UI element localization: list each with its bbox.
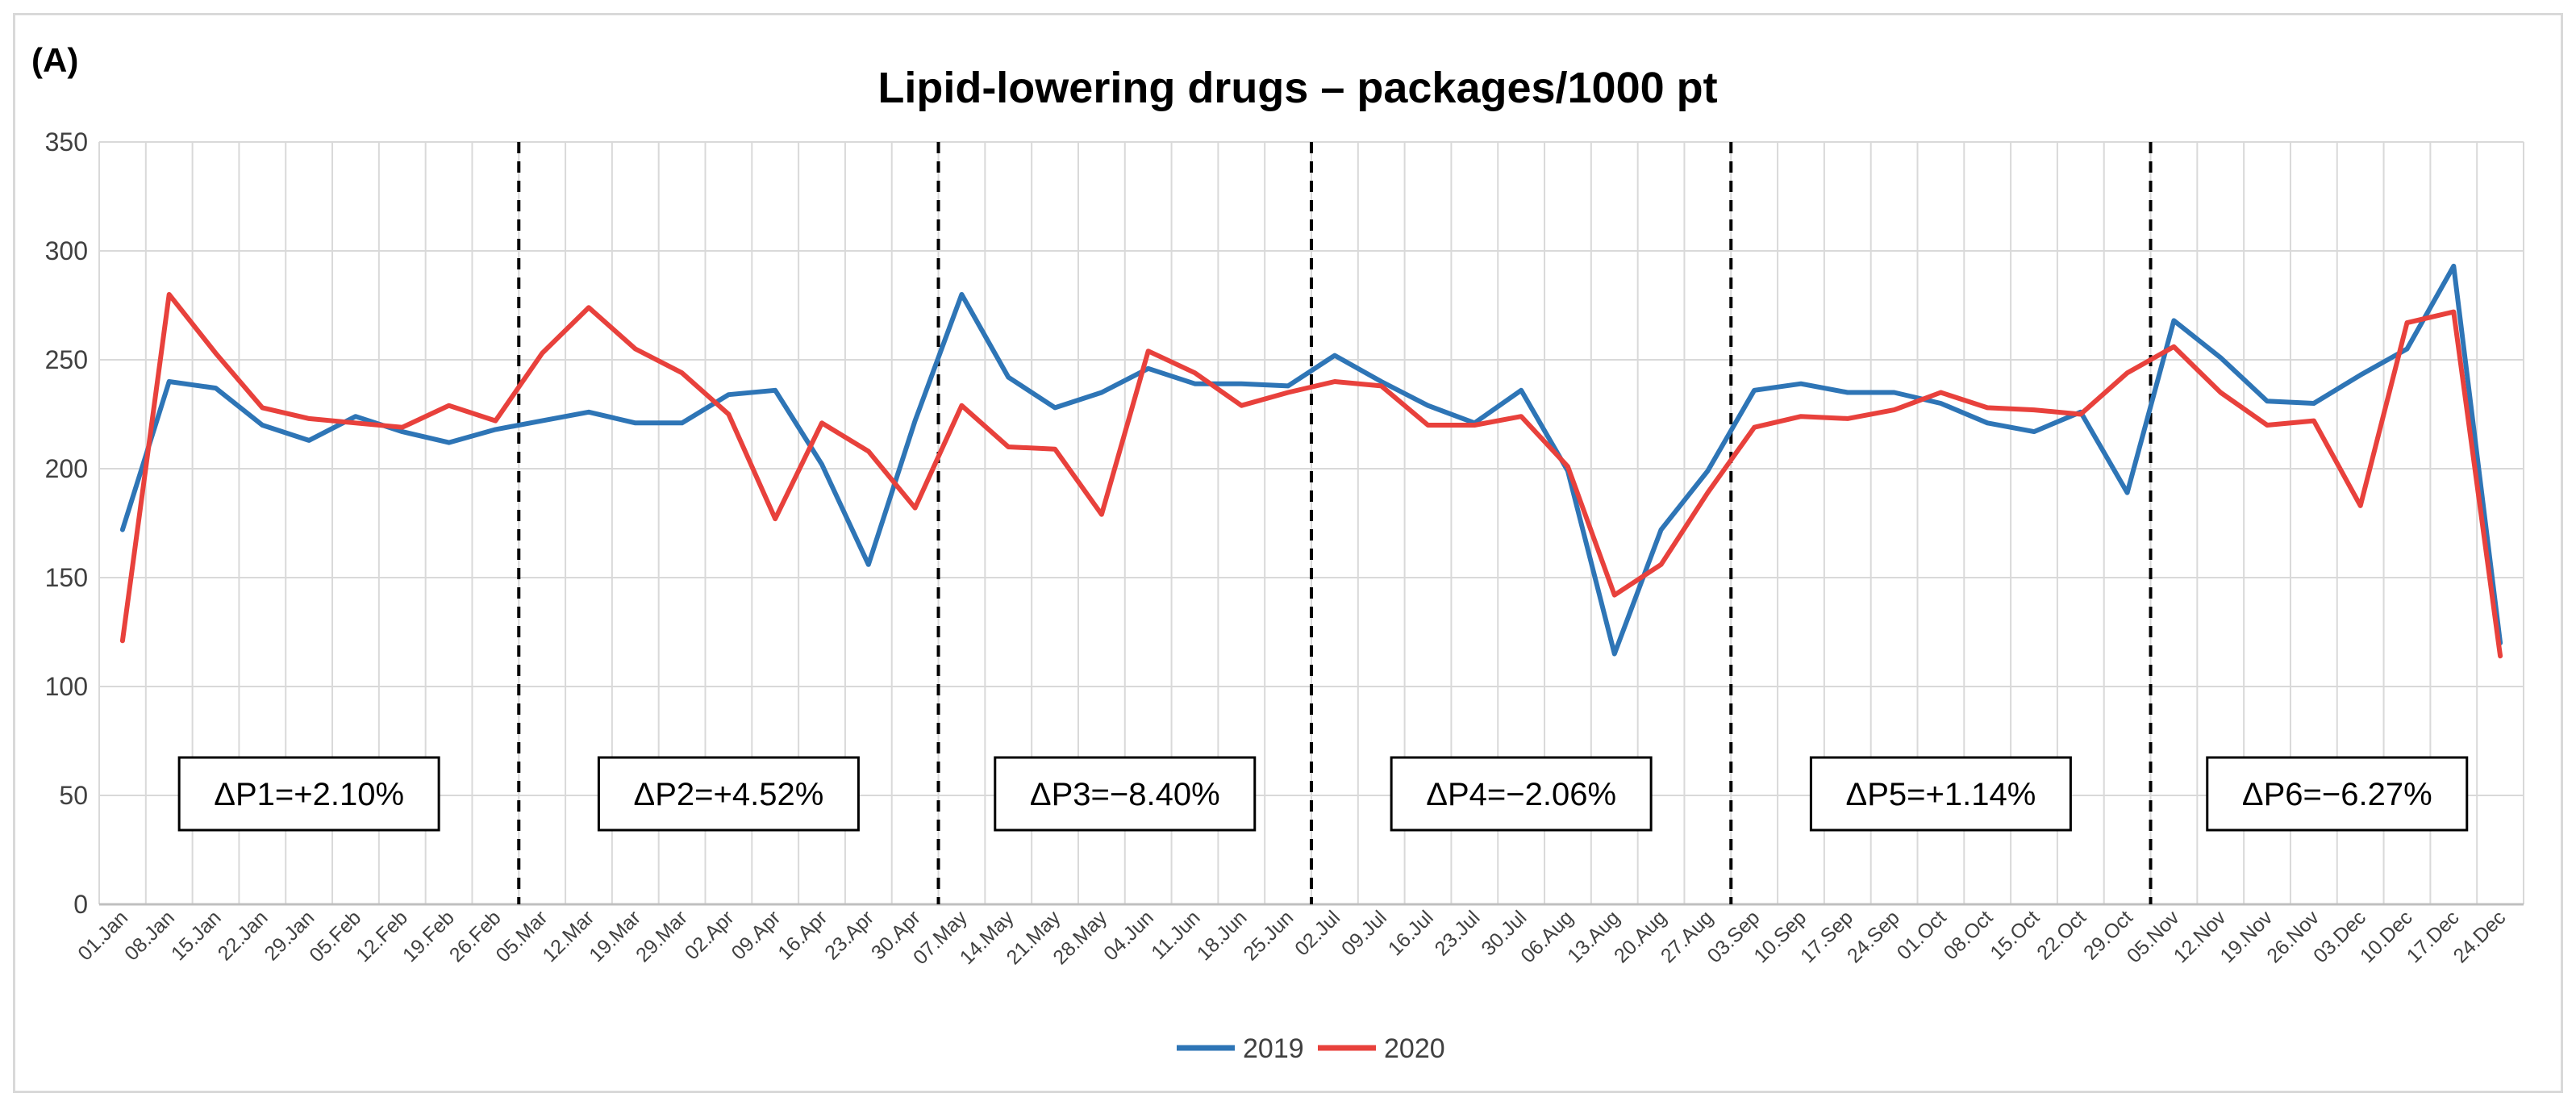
x-tick-label: 02.Apr [681, 906, 739, 964]
x-tick-label: 25.Jun [1239, 906, 1298, 965]
x-tick-label: 16.Jul [1384, 906, 1438, 960]
annotation-text: ΔP5=+1.14% [1846, 777, 2036, 812]
y-tick-label: 50 [59, 781, 88, 810]
period-annotations: ΔP1=+2.10% ΔP2=+4.52% ΔP3=−8.40% ΔP4=−2.06%… [177, 756, 2469, 832]
annotation-box [994, 756, 1257, 832]
x-tick-label: 09.Jul [1337, 906, 1391, 960]
annotation-text: ΔP1=+2.10% [214, 777, 404, 812]
annotation-p1: ΔP1=+2.10% [177, 756, 440, 832]
x-tick-label: 17.Dec [2403, 906, 2464, 967]
annotation-box [597, 756, 860, 832]
x-tick-label: 19.Mar [585, 906, 645, 966]
x-tick-label: 05.Mar [492, 906, 552, 966]
x-tick-label: 26.Nov [2262, 906, 2324, 967]
annotation-p3: ΔP3=−8.40% [994, 756, 1257, 832]
x-tick-label: 02.Jul [1290, 906, 1344, 960]
annotation-p2: ΔP2=+4.52% [597, 756, 860, 832]
x-tick-label: 10.Dec [2356, 906, 2417, 967]
x-tick-label: 03.Sep [1703, 906, 1765, 967]
series-2019-line [119, 263, 2503, 657]
annotation-box [177, 756, 440, 832]
x-tick-label: 01.Oct [1893, 906, 1951, 964]
x-tick-label: 15.Oct [1986, 906, 2044, 964]
figure-frame: (A) Lipid-lowering drugs – packages/1000… [13, 13, 2563, 1093]
annotation-text: ΔP6=−6.27% [2242, 777, 2432, 812]
x-tick-label: 15.Jan [167, 906, 226, 965]
y-tick-label: 250 [45, 345, 88, 374]
x-tick-label: 12.Nov [2170, 906, 2231, 967]
x-tick-label: 23.Jul [1431, 906, 1485, 960]
annotation-box [1809, 756, 2072, 832]
legend-label-2019: 2019 [1243, 1033, 1304, 1064]
annotation-text: ΔP3=−8.40% [1030, 777, 1220, 812]
line-chart: (A) Lipid-lowering drugs – packages/1000… [31, 41, 2524, 1064]
x-tick-label: 24.Sep [1843, 906, 1904, 967]
x-tick-label: 06.Aug [1516, 906, 1578, 967]
x-tick-label: 09.Apr [727, 906, 786, 964]
chart-title: Lipid-lowering drugs – packages/1000 pt [877, 64, 1717, 112]
x-tick-label: 12.Mar [538, 906, 598, 966]
x-tick-label: 12.Feb [352, 906, 412, 966]
x-tick-label: 23.Apr [820, 906, 878, 964]
annotation-p4: ΔP4=−2.06% [1390, 756, 1653, 832]
panel-label: (A) [31, 41, 78, 79]
y-tick-label: 150 [45, 563, 88, 592]
y-tick-label: 0 [73, 890, 88, 919]
annotation-box [2206, 756, 2469, 832]
annotation-p5: ΔP5=+1.14% [1809, 756, 2072, 832]
x-tick-label: 24.Dec [2449, 906, 2511, 967]
x-tick-label: 22.Oct [2032, 906, 2090, 964]
x-tick-label: 19.Feb [398, 906, 459, 966]
series-2020-line [119, 292, 2503, 659]
y-tick-label: 350 [45, 127, 88, 157]
x-tick-label: 08.Jan [120, 906, 179, 965]
x-tick-label: 22.Jan [214, 906, 273, 965]
x-tick-label: 28.May [1048, 906, 1111, 969]
x-tick-label: 26.Feb [445, 906, 506, 966]
x-tick-label: 27.Aug [1657, 906, 1718, 967]
x-tick-label: 05.Nov [2123, 906, 2184, 967]
period-dividers [517, 142, 2153, 904]
x-tick-label: 20.Aug [1610, 906, 1671, 967]
y-axis-ticks: 0 50 100 150 200 250 300 350 [45, 127, 88, 919]
x-tick-label: 04.Jun [1099, 906, 1158, 965]
x-tick-label: 08.Oct [1940, 906, 1998, 964]
x-tick-label: 13.Aug [1563, 906, 1624, 967]
x-axis-ticks: 01.Jan08.Jan15.Jan22.Jan29.Jan05.Feb12.F… [73, 906, 2510, 969]
x-tick-label: 29.Mar [631, 906, 692, 966]
annotation-box [1390, 756, 1653, 832]
legend-label-2020: 2020 [1384, 1033, 1445, 1064]
x-tick-label: 10.Sep [1749, 906, 1811, 967]
x-tick-label: 19.Nov [2215, 906, 2277, 967]
annotation-text: ΔP4=−2.06% [1426, 777, 1616, 812]
legend: 2019 2020 [1177, 1033, 1445, 1064]
annotation-text: ΔP2=+4.52% [634, 777, 824, 812]
x-tick-label: 05.Feb [305, 906, 365, 966]
y-tick-label: 300 [45, 236, 88, 265]
annotation-p6: ΔP6=−6.27% [2206, 756, 2469, 832]
x-tick-label: 18.Jun [1193, 906, 1252, 965]
x-tick-label: 03.Dec [2309, 906, 2370, 967]
x-tick-label: 11.Jun [1147, 906, 1205, 964]
x-tick-label: 17.Sep [1796, 906, 1857, 967]
series-lines [119, 263, 2503, 659]
y-tick-label: 200 [45, 454, 88, 483]
x-tick-label: 16.Apr [773, 906, 832, 964]
y-tick-label: 100 [45, 672, 88, 701]
